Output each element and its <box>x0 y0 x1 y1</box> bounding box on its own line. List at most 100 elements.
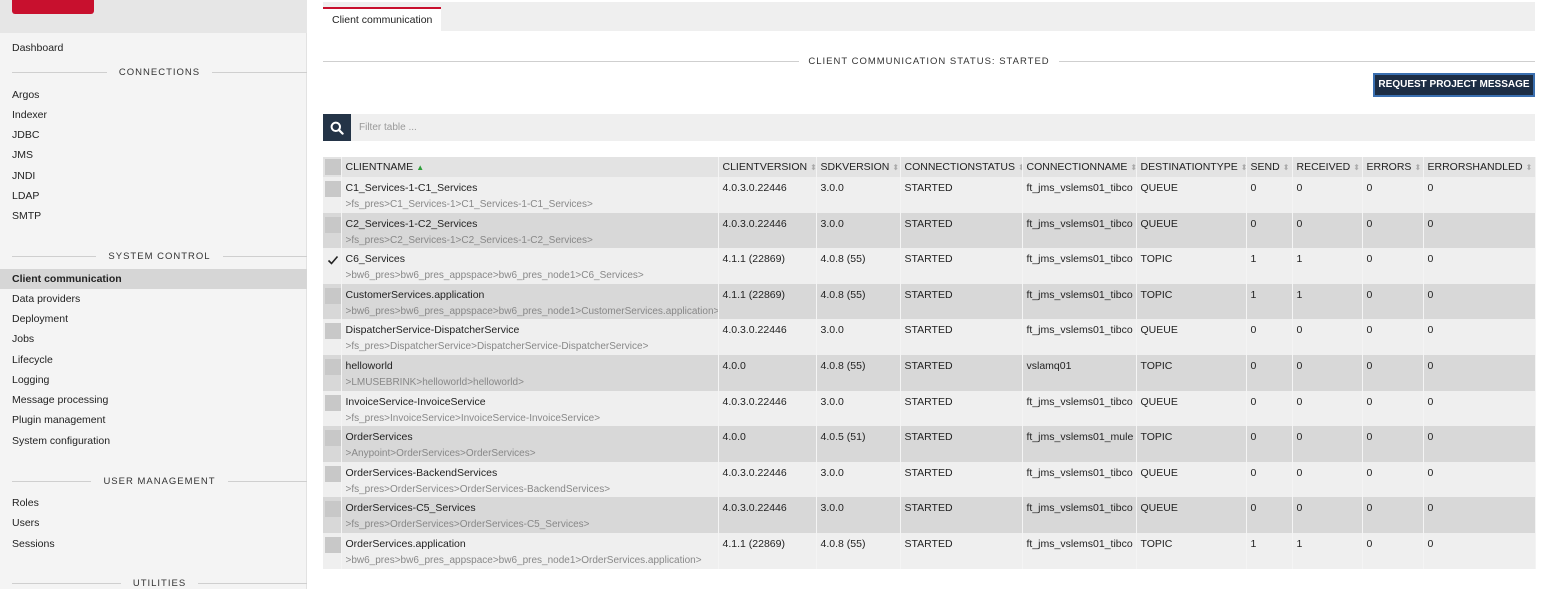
cell-errors: 0 <box>1362 497 1424 533</box>
cell-sdkversion: 4.0.5 (51) <box>816 426 901 462</box>
cell-send: 0 <box>1246 497 1293 533</box>
table-row[interactable]: OrderServices.application >bw6_pres>bw6_p… <box>323 532 1536 569</box>
sort-icon: ⬍ <box>1525 163 1533 172</box>
client-path: >bw6_pres>bw6_pres_appspace>bw6_pres_nod… <box>345 305 718 317</box>
tab-client-communication[interactable]: Client communication <box>323 7 442 31</box>
cell-status: STARTED <box>900 497 1023 533</box>
cell-status: STARTED <box>900 212 1023 249</box>
sidebar-item-logging[interactable]: Logging <box>12 374 50 386</box>
table-row[interactable]: helloworld >LMUSEBRINK>helloworld>hellowo… <box>323 354 1536 391</box>
status-text: CLIENT COMMUNICATION STATUS: STARTED <box>808 55 1050 67</box>
table-row[interactable]: InvoiceService-InvoiceService >fs_pres>In… <box>323 390 1536 427</box>
sidebar-item-roles[interactable]: Roles <box>12 497 39 509</box>
table-row[interactable]: C2_Services-1-C2_Services >fs_pres>C2_Ser… <box>323 212 1536 249</box>
sidebar-item-jms[interactable]: JMS <box>12 149 33 161</box>
cell-errorshandled: 0 <box>1423 354 1536 391</box>
cell-send: 0 <box>1246 177 1293 213</box>
filter-input[interactable] <box>351 114 1535 141</box>
table-row[interactable]: CustomerServices.application >bw6_pres>bw… <box>323 283 1536 320</box>
cell-connection: ft_jms_vslems01_mule <box>1022 426 1137 462</box>
cell-clientversion: 4.0.3.0.22446 <box>718 390 817 427</box>
row-checkbox[interactable] <box>325 216 340 233</box>
cell-destination: QUEUE <box>1136 461 1247 498</box>
sidebar-item-jndi[interactable]: JNDI <box>12 170 36 182</box>
col-clientversion[interactable]: CLIENTVERSION⬍ <box>718 157 817 177</box>
col-received[interactable]: RECEIVED ⬍ <box>1292 157 1363 177</box>
row-select-cell <box>323 319 342 355</box>
sidebar-item-jdbc[interactable]: JDBC <box>12 129 40 141</box>
search-button[interactable] <box>323 114 351 141</box>
cell-received: 0 <box>1292 426 1363 462</box>
sidebar-item-smtp[interactable]: SMTP <box>12 210 42 222</box>
cell-errorshandled: 0 <box>1423 283 1536 320</box>
cell-send: 0 <box>1246 354 1293 391</box>
sidebar-item-deployment[interactable]: Deployment <box>12 313 69 325</box>
col-errorshandled[interactable]: ERRORSHANDLED ⬍ <box>1423 157 1536 177</box>
sidebar-item-users[interactable]: Users <box>12 517 40 529</box>
row-select-cell <box>323 354 342 391</box>
request-project-message-button[interactable]: REQUEST PROJECT MESSAGE <box>1373 73 1535 97</box>
col-connectionstatus[interactable]: CONNECTIONSTATUS⬍ <box>900 157 1023 177</box>
cell-received: 1 <box>1292 532 1363 569</box>
row-checkbox[interactable] <box>325 287 340 304</box>
row-checkbox[interactable] <box>325 181 340 197</box>
client-name: InvoiceService-InvoiceService <box>345 395 486 408</box>
sidebar-item-message-processing[interactable]: Message processing <box>12 394 109 406</box>
sidebar-item-system-configuration[interactable]: System configuration <box>12 435 111 447</box>
cell-clientname: OrderServices >Anypoint>OrderServices>Ord… <box>341 426 719 462</box>
sidebar-item-argos[interactable]: Argos <box>12 89 40 101</box>
sidebar-item-jobs[interactable]: Jobs <box>12 333 35 345</box>
sidebar-item-ldap[interactable]: LDAP <box>12 190 40 202</box>
select-all-header <box>323 157 342 177</box>
row-checkbox[interactable] <box>325 465 340 482</box>
sidebar-item-lifecycle[interactable]: Lifecycle <box>12 354 53 366</box>
sidebar-item-sessions[interactable]: Sessions <box>12 538 55 550</box>
cell-clientname: C2_Services-1-C2_Services >fs_pres>C2_Ser… <box>341 212 719 249</box>
cell-clientversion: 4.0.3.0.22446 <box>718 461 817 498</box>
sidebar-item-data-providers[interactable]: Data providers <box>12 293 81 305</box>
row-checkbox[interactable] <box>325 358 340 375</box>
sidebar-item-plugin-management[interactable]: Plugin management <box>12 414 106 426</box>
table-row[interactable]: OrderServices >Anypoint>OrderServices>Ord… <box>323 426 1536 462</box>
client-path: >fs_pres>OrderServices>OrderServices-Bac… <box>345 483 611 495</box>
cell-clientname: DispatcherService-DispatcherService >fs_p… <box>341 319 719 355</box>
client-name: OrderServices-BackendServices <box>345 466 498 479</box>
row-checkbox[interactable] <box>325 536 340 553</box>
sidebar-item-dashboard[interactable]: Dashboard <box>12 42 64 54</box>
col-errorshandled-label: ERRORSHANDLED <box>1427 161 1523 173</box>
col-clientname[interactable]: CLIENTNAME ▲ <box>341 157 719 177</box>
row-select-cell <box>323 497 342 533</box>
table-row[interactable]: C6_Services >bw6_pres>bw6_pres_appspace>b… <box>323 248 1536 284</box>
brand-logo[interactable] <box>12 0 94 14</box>
cell-errors: 0 <box>1362 532 1424 569</box>
col-sdkversion[interactable]: SDKVERSION ⬍ <box>816 157 901 177</box>
table-row[interactable]: C1_Services-1-C1_Services >fs_pres>C1_Ser… <box>323 177 1536 213</box>
cell-clientversion: 4.0.0 <box>718 354 817 391</box>
col-connectionname[interactable]: CONNECTIONNAME⬍ <box>1022 157 1137 177</box>
cell-connection: ft_jms_vslems01_tibco <box>1022 461 1137 498</box>
cell-destination: TOPIC <box>1136 426 1247 462</box>
row-checkbox[interactable] <box>325 252 340 268</box>
cell-send: 0 <box>1246 461 1293 498</box>
table-row[interactable]: DispatcherService-DispatcherService >fs_p… <box>323 319 1536 355</box>
sort-icon: ⬍ <box>1241 163 1245 172</box>
sidebar-item-indexer[interactable]: Indexer <box>12 109 48 121</box>
cell-sdkversion: 3.0.0 <box>816 212 901 249</box>
col-send[interactable]: SEND ⬍ <box>1246 157 1293 177</box>
row-checkbox[interactable] <box>325 394 340 411</box>
row-select-cell <box>323 283 342 320</box>
row-select-cell <box>323 461 342 498</box>
col-destinationtype[interactable]: DESTINATIONTYPE⬍ <box>1136 157 1247 177</box>
table-row[interactable]: OrderServices-BackendServices >fs_pres>Or… <box>323 461 1536 498</box>
client-name: C1_Services-1-C1_Services <box>345 182 478 194</box>
cell-errorshandled: 0 <box>1423 390 1536 427</box>
col-errors[interactable]: ERRORS ⬍ <box>1362 157 1424 177</box>
client-path: >LMUSEBRINK>helloworld>helloworld> <box>345 376 524 388</box>
select-all-checkbox[interactable] <box>325 159 340 175</box>
table-row[interactable]: OrderServices-C5_Services >fs_pres>OrderS… <box>323 497 1536 533</box>
cell-status: STARTED <box>900 319 1023 355</box>
row-checkbox[interactable] <box>325 501 340 518</box>
row-checkbox[interactable] <box>325 430 340 447</box>
sidebar-item-client-communication[interactable]: Client communication <box>0 269 307 289</box>
row-checkbox[interactable] <box>325 323 340 340</box>
